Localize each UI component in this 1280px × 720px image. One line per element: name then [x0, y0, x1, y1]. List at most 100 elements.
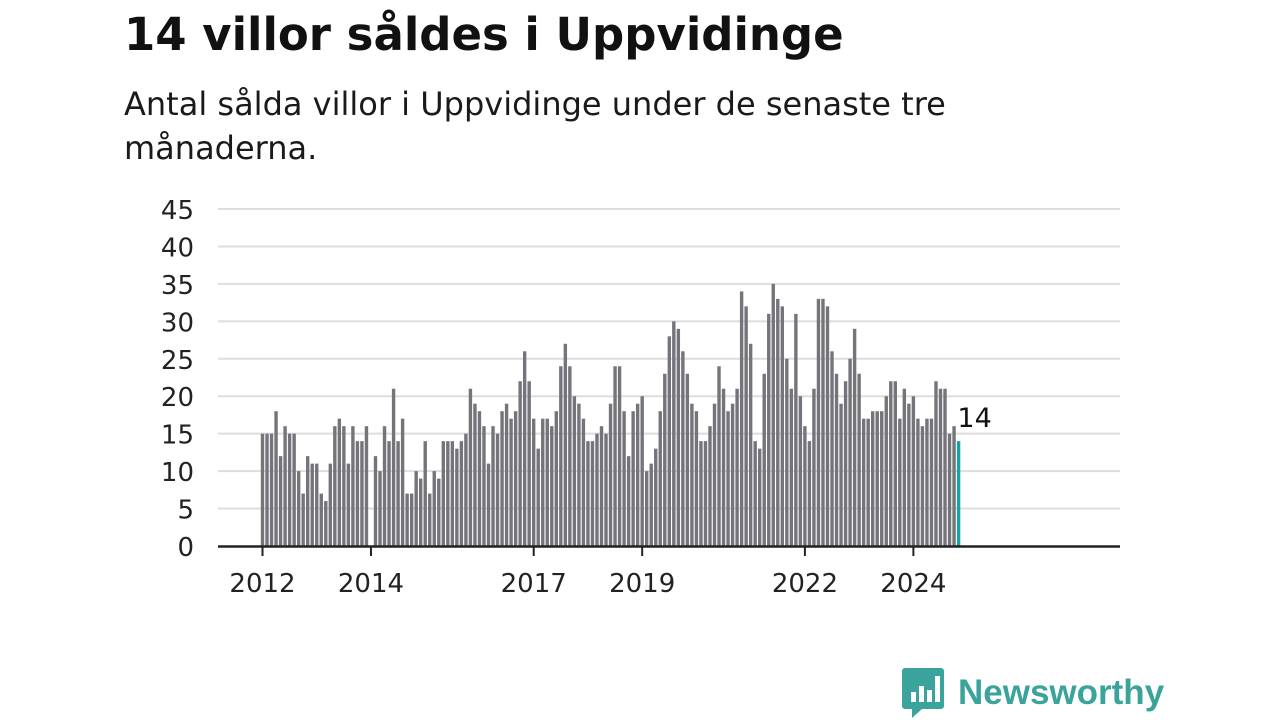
bar	[419, 478, 423, 546]
bar	[649, 463, 653, 546]
x-axis-ticks: 2012 2014 2017 2019 2022 2024	[229, 546, 946, 599]
bar	[821, 298, 825, 546]
bar	[400, 418, 405, 546]
bar	[952, 426, 956, 546]
bar	[920, 426, 925, 546]
bar	[744, 306, 748, 546]
bar	[581, 418, 586, 546]
chart-subtitle: Antal sålda villor i Uppvidinge under de…	[124, 85, 946, 167]
bar	[468, 388, 473, 546]
bar	[333, 426, 337, 546]
bar	[446, 441, 450, 546]
bar	[852, 328, 857, 546]
bar	[477, 411, 482, 546]
bar	[871, 411, 875, 546]
bar	[929, 418, 934, 546]
bar	[599, 426, 604, 546]
bar	[522, 351, 527, 546]
x-tick-label: 2012	[229, 569, 295, 599]
bar	[613, 366, 617, 546]
bar	[861, 418, 866, 546]
bar	[554, 411, 558, 546]
bar	[559, 366, 563, 546]
bar	[717, 366, 721, 546]
bar	[491, 426, 495, 546]
bar	[631, 411, 635, 546]
bar	[423, 441, 427, 546]
bar	[798, 396, 803, 546]
bar	[396, 441, 400, 546]
bar	[346, 463, 351, 546]
x-tick-label: 2022	[772, 569, 838, 599]
bar	[486, 463, 491, 546]
y-tick-label: 15	[161, 421, 194, 451]
bar	[604, 433, 608, 546]
bar	[342, 426, 346, 546]
bar	[622, 411, 626, 546]
bar	[776, 298, 780, 546]
bar	[730, 403, 735, 546]
y-tick-label: 40	[161, 233, 194, 263]
bar	[387, 441, 391, 546]
bar	[726, 411, 730, 546]
bar	[532, 418, 536, 546]
bar	[328, 463, 332, 546]
bar	[464, 433, 468, 546]
bar	[834, 373, 839, 546]
bar	[925, 418, 929, 546]
bar	[789, 388, 794, 546]
bar	[794, 313, 798, 546]
bar	[911, 396, 916, 546]
bar	[513, 411, 518, 546]
bar	[816, 298, 821, 546]
bar	[296, 471, 301, 546]
bar	[667, 336, 671, 546]
bar	[893, 381, 897, 546]
brand-name: Newsworthy	[958, 673, 1165, 712]
bar	[473, 403, 477, 546]
y-tick-label: 45	[161, 196, 194, 226]
bar	[654, 448, 658, 546]
bar	[409, 493, 414, 546]
bar	[301, 493, 305, 546]
bar	[500, 411, 504, 546]
bar	[450, 441, 455, 546]
x-tick-label: 2024	[880, 569, 946, 599]
bar	[645, 471, 649, 546]
newsworthy-logo-icon	[902, 668, 944, 718]
bar	[780, 306, 784, 546]
bar	[767, 313, 771, 546]
bar	[482, 426, 486, 546]
x-tick-label: 2014	[338, 569, 404, 599]
bar	[848, 358, 852, 546]
bar	[947, 433, 952, 546]
bar	[572, 396, 577, 546]
bar	[351, 426, 355, 546]
bar	[830, 351, 834, 546]
bar	[672, 321, 676, 546]
newsworthy-brand: Newsworthy	[902, 668, 1164, 718]
bar	[536, 448, 540, 546]
y-tick-label: 25	[161, 346, 194, 376]
bar	[455, 448, 459, 546]
bar	[803, 426, 807, 546]
bar	[518, 381, 522, 546]
bar	[934, 381, 938, 546]
bar	[762, 373, 766, 546]
bar	[703, 441, 708, 546]
bar	[432, 471, 436, 546]
bar	[635, 403, 640, 546]
bar	[658, 411, 662, 546]
bar	[495, 433, 500, 546]
bar	[785, 358, 789, 546]
bar	[337, 418, 342, 546]
bar	[373, 456, 378, 546]
bar	[509, 418, 513, 546]
x-tick-label: 2017	[501, 569, 567, 599]
bar	[916, 418, 920, 546]
bar	[283, 426, 287, 546]
y-tick-label: 30	[161, 308, 194, 338]
bar	[771, 283, 775, 546]
bar	[712, 403, 717, 546]
